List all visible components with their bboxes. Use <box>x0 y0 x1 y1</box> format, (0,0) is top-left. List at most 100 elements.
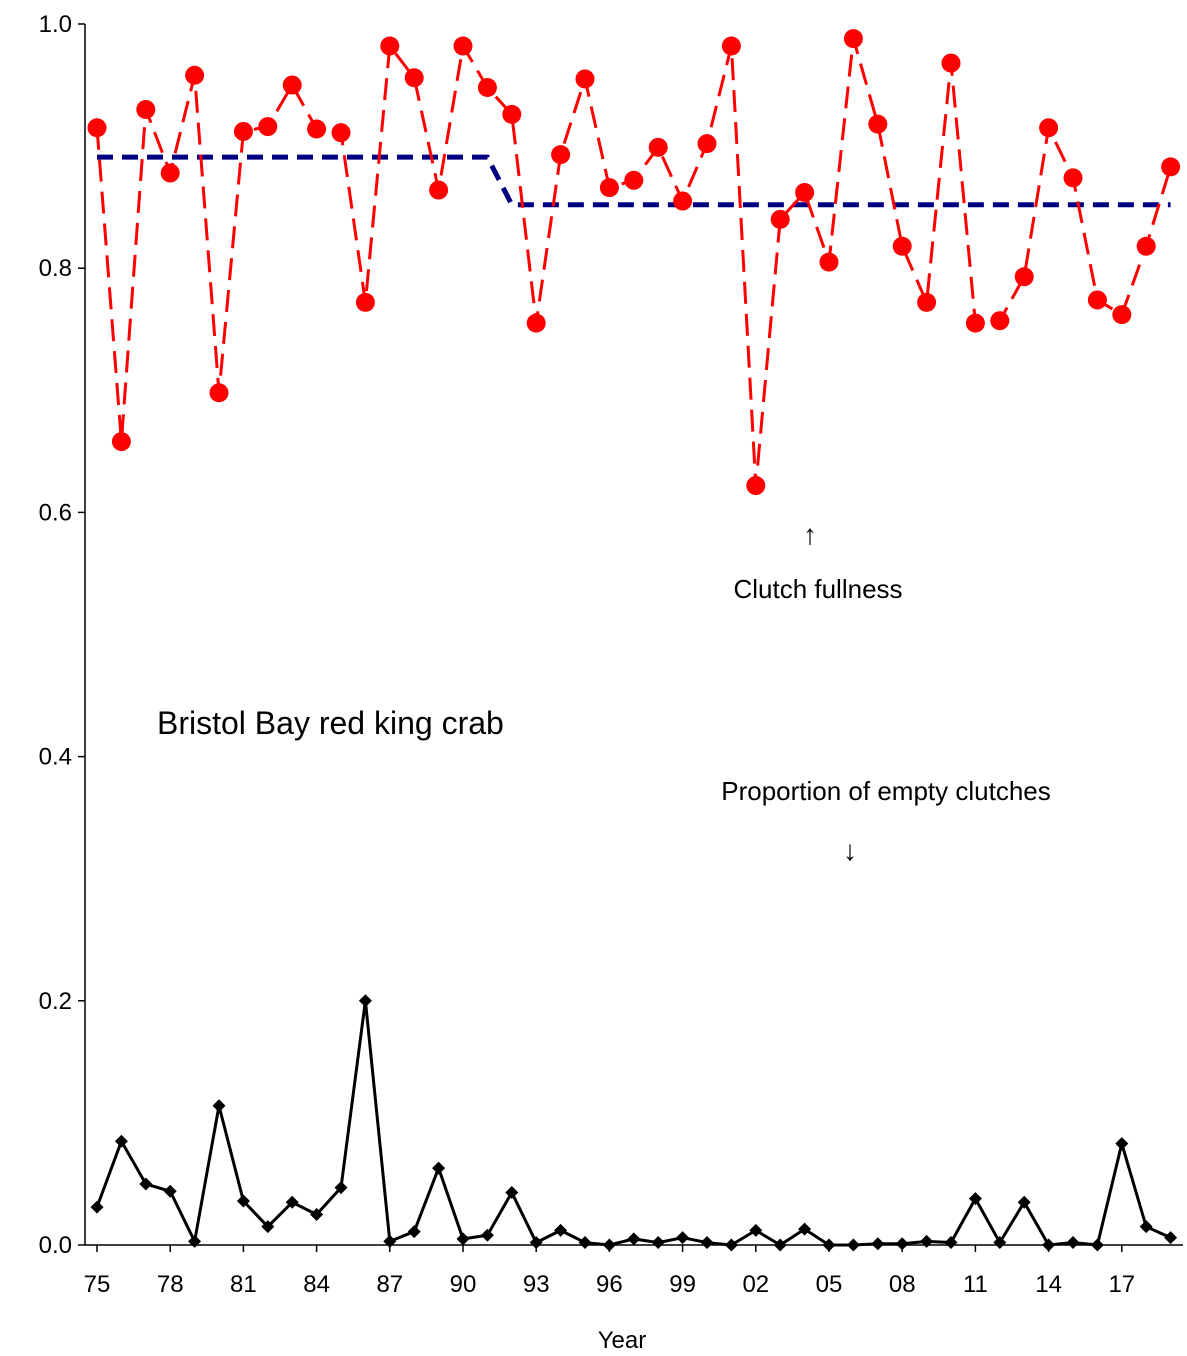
empty-clutches-point <box>90 1200 104 1214</box>
clutch-fullness-point <box>917 292 937 312</box>
clutch-fullness-point <box>526 313 546 333</box>
clutch-fullness-point <box>87 118 107 138</box>
clutch-fullness-point <box>355 292 375 312</box>
empty-clutches-point <box>993 1236 1007 1250</box>
clutch-fullness-point <box>892 236 912 256</box>
x-tick-label: 11 <box>963 1271 988 1298</box>
empty-clutches-point <box>529 1236 543 1250</box>
x-ticks: 75 78 81 84 87 90 93 96 99 02 05 08 11 14 17 <box>84 1245 1135 1298</box>
empty-clutches-point <box>1115 1137 1129 1151</box>
empty-clutches-point <box>1139 1220 1153 1234</box>
empty-clutches-label: Proportion of empty clutches <box>721 776 1051 806</box>
x-tick-label: 87 <box>376 1271 403 1298</box>
empty-clutches-point <box>651 1236 665 1250</box>
clutch-fullness-point <box>746 476 766 496</box>
empty-clutches-point <box>920 1234 934 1248</box>
clutch-fullness-point <box>307 119 327 139</box>
y-tick-label: 1.0 <box>39 11 72 38</box>
x-tick-label: 17 <box>1108 1271 1135 1298</box>
clutch-fullness-point <box>1039 118 1059 138</box>
empty-clutches-point <box>1042 1238 1056 1252</box>
chart-title: Bristol Bay red king crab <box>157 705 504 741</box>
clutch-fullness-point <box>258 117 278 137</box>
x-tick-label: 78 <box>157 1271 184 1298</box>
clutch-fullness-line <box>95 38 1173 486</box>
clutch-fullness-point <box>795 182 815 202</box>
empty-clutches-point <box>139 1177 153 1191</box>
clutch-fullness-point <box>648 137 668 157</box>
clutch-fullness-point <box>453 36 473 56</box>
empty-clutches-point <box>334 1181 348 1195</box>
empty-clutches-point <box>188 1234 202 1248</box>
empty-clutches-point <box>310 1207 324 1221</box>
empty-clutches-point <box>383 1234 397 1248</box>
x-tick-label: 14 <box>1035 1271 1062 1298</box>
empty-clutches-point <box>895 1237 909 1251</box>
empty-clutches-point <box>822 1238 836 1252</box>
x-tick-label: 08 <box>889 1271 916 1298</box>
clutch-fullness-point <box>331 123 351 143</box>
empty-clutches-point <box>602 1238 616 1252</box>
clutch-fullness-point <box>1161 157 1181 177</box>
empty-clutches-point <box>773 1238 787 1252</box>
empty-clutches-line <box>95 1000 1172 1247</box>
clutch-fullness-point <box>770 209 790 229</box>
clutch-fullness-point <box>404 68 424 88</box>
x-tick-label: 99 <box>669 1271 696 1298</box>
empty-clutches-point <box>505 1185 519 1199</box>
clutch-fullness-point <box>233 121 253 141</box>
empty-clutches-point <box>554 1223 568 1237</box>
clutch-fullness-point <box>1063 168 1083 188</box>
clutch-fullness-point <box>941 53 961 73</box>
x-tick-label: 90 <box>450 1271 477 1298</box>
y-tick-label: 0.0 <box>39 1232 72 1259</box>
x-tick-label: 93 <box>523 1271 550 1298</box>
empty-clutches-point <box>968 1192 982 1206</box>
empty-clutches-point <box>1066 1236 1080 1250</box>
clutch-fullness-point <box>282 75 302 95</box>
clutch-fullness-point <box>477 77 497 97</box>
empty-clutches-point <box>700 1236 714 1250</box>
clutch-fullness-point <box>551 145 571 165</box>
clutch-fullness-point <box>624 170 644 190</box>
clutch-fullness-point <box>1014 267 1034 287</box>
clutch-fullness-label: Clutch fullness <box>733 574 902 604</box>
empty-clutches-point <box>212 1099 226 1113</box>
clutch-fullness-point <box>575 69 595 89</box>
series-layer <box>87 29 1181 1252</box>
empty-clutches-point <box>749 1223 763 1237</box>
empty-clutches-point <box>676 1231 690 1245</box>
empty-clutches-point <box>871 1237 885 1251</box>
empty-clutches-point <box>456 1232 470 1246</box>
x-tick-label: 75 <box>84 1271 111 1298</box>
empty-clutches-point <box>627 1232 641 1246</box>
clutch-fullness-point <box>965 313 985 333</box>
x-tick-label: 84 <box>303 1271 330 1298</box>
x-tick-label: 96 <box>596 1271 623 1298</box>
clutch-fullness-point <box>673 191 693 211</box>
clutch-fullness-point <box>599 178 619 198</box>
empty-clutches-point <box>480 1228 494 1242</box>
clutch-fullness-point <box>209 383 229 403</box>
empty-clutches-point <box>944 1236 958 1250</box>
empty-clutches-point <box>163 1184 177 1198</box>
clutch-fullness-point <box>1136 236 1156 256</box>
empty-clutches-arrow: ↓ <box>843 835 857 866</box>
clutch-fullness-point <box>990 311 1010 331</box>
y-tick-label: 0.2 <box>39 988 72 1015</box>
empty-clutches-point <box>285 1195 299 1209</box>
y-tick-label: 0.8 <box>39 255 72 282</box>
clutch-fullness-arrow: ↑ <box>803 519 817 550</box>
clutch-fullness-point <box>721 36 741 56</box>
y-ticks: 0.0 0.2 0.4 0.6 0.8 1.0 <box>39 11 85 1259</box>
clutch-fullness-point <box>697 134 717 154</box>
empty-clutches-point <box>236 1194 250 1208</box>
empty-clutches-point <box>724 1238 738 1252</box>
empty-clutches-point <box>578 1236 592 1250</box>
clutch-fullness-point <box>1112 305 1132 325</box>
clutch-fullness-point <box>429 180 449 200</box>
clutch-fullness-point <box>136 99 156 119</box>
clutch-fullness-point <box>819 252 839 272</box>
y-tick-label: 0.4 <box>39 744 72 771</box>
